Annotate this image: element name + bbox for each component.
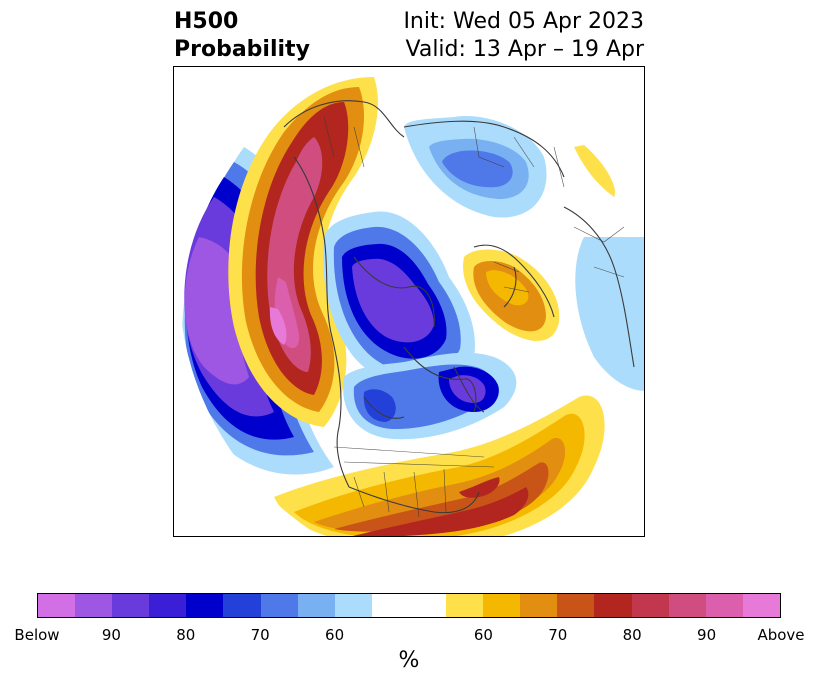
colorbar-segment xyxy=(112,594,150,617)
title-metric: Probability xyxy=(174,37,310,62)
polar-map xyxy=(179,67,644,536)
colorbar-segment xyxy=(149,594,187,617)
valid-range: Valid: 13 Apr – 19 Apr xyxy=(405,37,645,62)
colorbar-segment xyxy=(483,594,521,617)
siberia-below xyxy=(404,116,547,218)
colorbar-tick-label: 60 xyxy=(325,626,345,644)
colorbar-segment xyxy=(297,594,335,617)
colorbar-segment xyxy=(742,594,780,617)
colorbar-segment xyxy=(186,594,224,617)
colorbar-segment xyxy=(520,594,558,617)
colorbar-segment xyxy=(594,594,632,617)
asia-below xyxy=(574,145,644,391)
atlantic-ridge xyxy=(274,395,605,536)
colorbar-segment xyxy=(371,594,409,617)
colorbar-tick-label: Below xyxy=(14,626,60,644)
coastlines xyxy=(283,100,635,514)
colorbar-segment xyxy=(705,594,743,617)
map-title: H500 Probability xyxy=(174,8,310,64)
colorbar-tick-label: 90 xyxy=(101,626,121,644)
political-borders xyxy=(323,116,625,518)
colorbar-tick-label: Above xyxy=(757,626,805,644)
greenland-low xyxy=(343,352,517,440)
colorbar-segment xyxy=(631,594,669,617)
colorbar-segment xyxy=(75,594,113,617)
map-panel xyxy=(173,66,645,537)
colorbar xyxy=(37,593,781,618)
colorbar-tick-label: 60 xyxy=(473,626,493,644)
colorbar-segment xyxy=(446,594,484,617)
colorbar-segment xyxy=(408,594,447,617)
colorbar-tick-label: 80 xyxy=(176,626,196,644)
map-dates: Init: Wed 05 Apr 2023 Valid: 13 Apr – 19… xyxy=(403,8,644,64)
colorbar-segment xyxy=(334,594,372,617)
colorbar-segment xyxy=(557,594,595,617)
colorbar-segment xyxy=(668,594,706,617)
colorbar-tick-label: 70 xyxy=(250,626,270,644)
colorbar-tick-label: 70 xyxy=(548,626,568,644)
init-date: Init: Wed 05 Apr 2023 xyxy=(403,9,644,34)
colorbar-segment xyxy=(223,594,261,617)
anomaly-field xyxy=(179,67,644,536)
western-ridge xyxy=(228,77,378,427)
colorbar-tick-label: 90 xyxy=(697,626,717,644)
colorbar-segment xyxy=(38,594,76,617)
colorbar-tick-label: 80 xyxy=(622,626,642,644)
title-variable: H500 xyxy=(174,9,239,34)
colorbar-segment xyxy=(260,594,298,617)
colorbar-unit-label: % xyxy=(398,648,420,673)
